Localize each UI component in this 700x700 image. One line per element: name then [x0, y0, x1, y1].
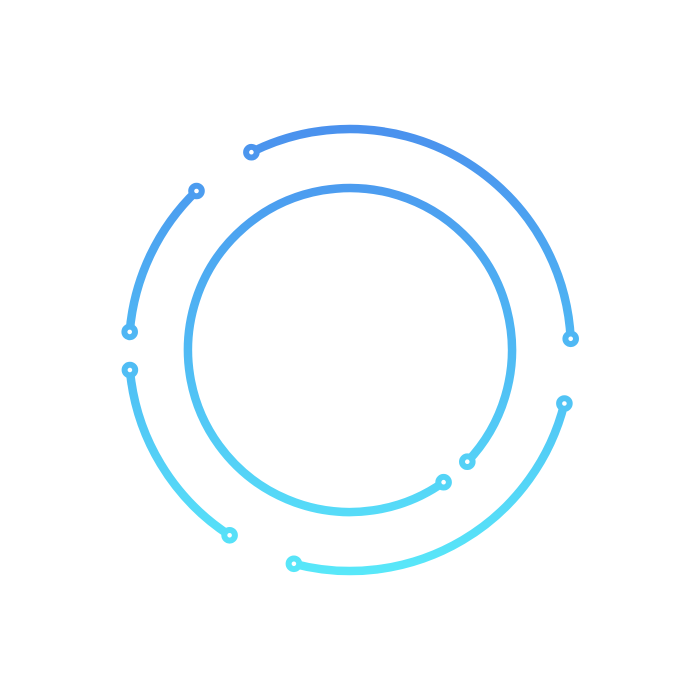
- outer-arc-upper-left: [125, 186, 201, 337]
- inner-ring: [183, 183, 517, 517]
- endpoint-dot-outer-arc-top-start: [243, 143, 260, 161]
- endpoint-dot-outer-arc-lower-left-end: [221, 527, 238, 544]
- outer-arc-lower-left: [125, 365, 234, 540]
- outer-arc-bottom: [289, 399, 569, 576]
- endpoint-dot-outer-arc-bottom-end: [556, 395, 573, 412]
- endpoint-dot-outer-arc-upper-left-start: [121, 323, 138, 341]
- endpoint-dot-inner-ring-end: [459, 453, 476, 471]
- endpoint-dot-outer-arc-lower-left-start: [121, 361, 139, 379]
- endpoint-dot-outer-arc-top-end: [562, 330, 580, 348]
- endpoint-dot-inner-ring-start: [435, 473, 452, 491]
- endpoint-dot-outer-arc-bottom-start: [285, 555, 303, 573]
- endpoint-dot-outer-arc-upper-left-end: [188, 182, 205, 200]
- outer-arc-top: [247, 124, 575, 344]
